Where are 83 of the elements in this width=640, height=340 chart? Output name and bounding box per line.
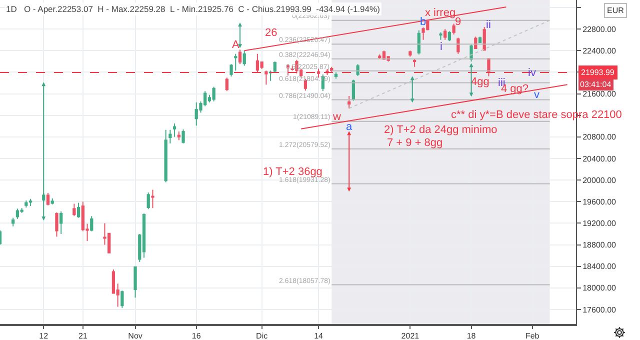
- candlestick: [268, 70, 272, 82]
- candlestick: [142, 212, 146, 258]
- candlestick: [12, 217, 15, 227]
- text: 1D O - Aper.22253.07 H - Max.22259.28 L - Min.21925.76 C - Chius.21993.99 -434.94 (-1.94%): [6, 4, 380, 14]
- candlestick: [408, 50, 412, 58]
- x-tick-label: Feb: [525, 332, 540, 340]
- candlestick: [334, 72, 338, 80]
- candlestick: [50, 198, 54, 205]
- candlestick: [448, 30, 452, 42]
- y-tick-label: 17600.00: [582, 305, 617, 314]
- y-tick-label: 20800.00: [582, 132, 617, 142]
- candlestick: [348, 95, 351, 109]
- candlestick: [120, 290, 124, 308]
- candlestick: [16, 208, 20, 220]
- y-tick-label: 18400.00: [582, 262, 617, 272]
- x-tick-label: Dic: [256, 332, 268, 340]
- candlestick: [256, 53, 260, 73]
- candlestick: [225, 77, 228, 92]
- y-tick-label: 20000.00: [582, 176, 617, 185]
- x-tick-label: 21: [78, 332, 88, 340]
- candlestick: [151, 189, 154, 209]
- candlestick: [417, 30, 420, 55]
- candlestick: [456, 37, 460, 54]
- candlestick: [212, 86, 216, 102]
- candlestick: [168, 129, 172, 144]
- y-tick-label: 21600.00: [582, 90, 617, 99]
- candlestick: [72, 203, 76, 217]
- candlestick: [273, 60, 276, 73]
- annotation: i: [440, 41, 442, 53]
- annotation: 1) T+2 36gg: [263, 166, 322, 178]
- x-tick-label: 14: [314, 332, 324, 340]
- annotation: 2) T+2 da 24gg minimo: [384, 124, 498, 136]
- y-tick-label: 22400.00: [582, 46, 617, 56]
- candlestick: [230, 64, 233, 78]
- annotation: a: [346, 121, 353, 133]
- candlestick: [234, 53, 238, 72]
- candlestick: [55, 212, 58, 238]
- candlestick: [177, 131, 180, 141]
- annotation: 9: [455, 16, 462, 28]
- annotation: 7 + 9 + 8gg: [387, 137, 443, 149]
- ref-line-label: 21993.99: [581, 68, 615, 77]
- candlestick: [172, 122, 176, 138]
- x-tick-label: Nov: [128, 332, 142, 340]
- candlestick: [24, 200, 28, 208]
- x-tick-label: 16: [192, 332, 202, 340]
- candlestick: [378, 54, 382, 60]
- candlestick: [478, 36, 482, 44]
- candlestick: [264, 70, 268, 86]
- annotation: 26: [265, 27, 278, 39]
- candlestick: [238, 49, 242, 65]
- candlestick: [134, 266, 137, 298]
- y-tick-label: 19200.00: [582, 218, 617, 228]
- candlestick: [146, 192, 150, 210]
- candlestick: [242, 50, 246, 66]
- candlestick: [164, 129, 168, 183]
- annotation: iv: [528, 67, 536, 79]
- candlestick: [46, 192, 50, 206]
- annotation: w: [332, 111, 341, 123]
- x-tick-label: 18: [466, 332, 476, 340]
- candlestick: [439, 32, 442, 40]
- y-tick-label: 22800.00: [582, 24, 617, 34]
- text: 03:41:04: [580, 80, 612, 89]
- x-tick-label: 2021: [401, 332, 420, 340]
- annotation: 4gg: [471, 76, 490, 88]
- candlestick: [482, 26, 486, 52]
- y-tick-label: 20400.00: [582, 154, 617, 164]
- candlestick: [444, 28, 447, 40]
- y-tick-label: 19600.00: [582, 197, 617, 206]
- annotation: v: [534, 89, 540, 101]
- x-tick-label: 12: [39, 332, 49, 340]
- candlestick: [60, 210, 63, 234]
- y-tick-label: 18000.00: [582, 284, 617, 293]
- candlestick: [28, 198, 32, 206]
- candlestick: [452, 23, 456, 35]
- candlestick: [90, 216, 94, 232]
- candlestick: [182, 128, 185, 144]
- candlestick: [76, 202, 80, 218]
- y-tick-label: 18800.00: [582, 240, 617, 250]
- candlestick: [412, 58, 416, 68]
- text: EUR: [607, 6, 624, 15]
- annotation: ii: [486, 19, 491, 31]
- annotation: x irreg: [425, 7, 456, 19]
- annotation: A: [232, 39, 240, 51]
